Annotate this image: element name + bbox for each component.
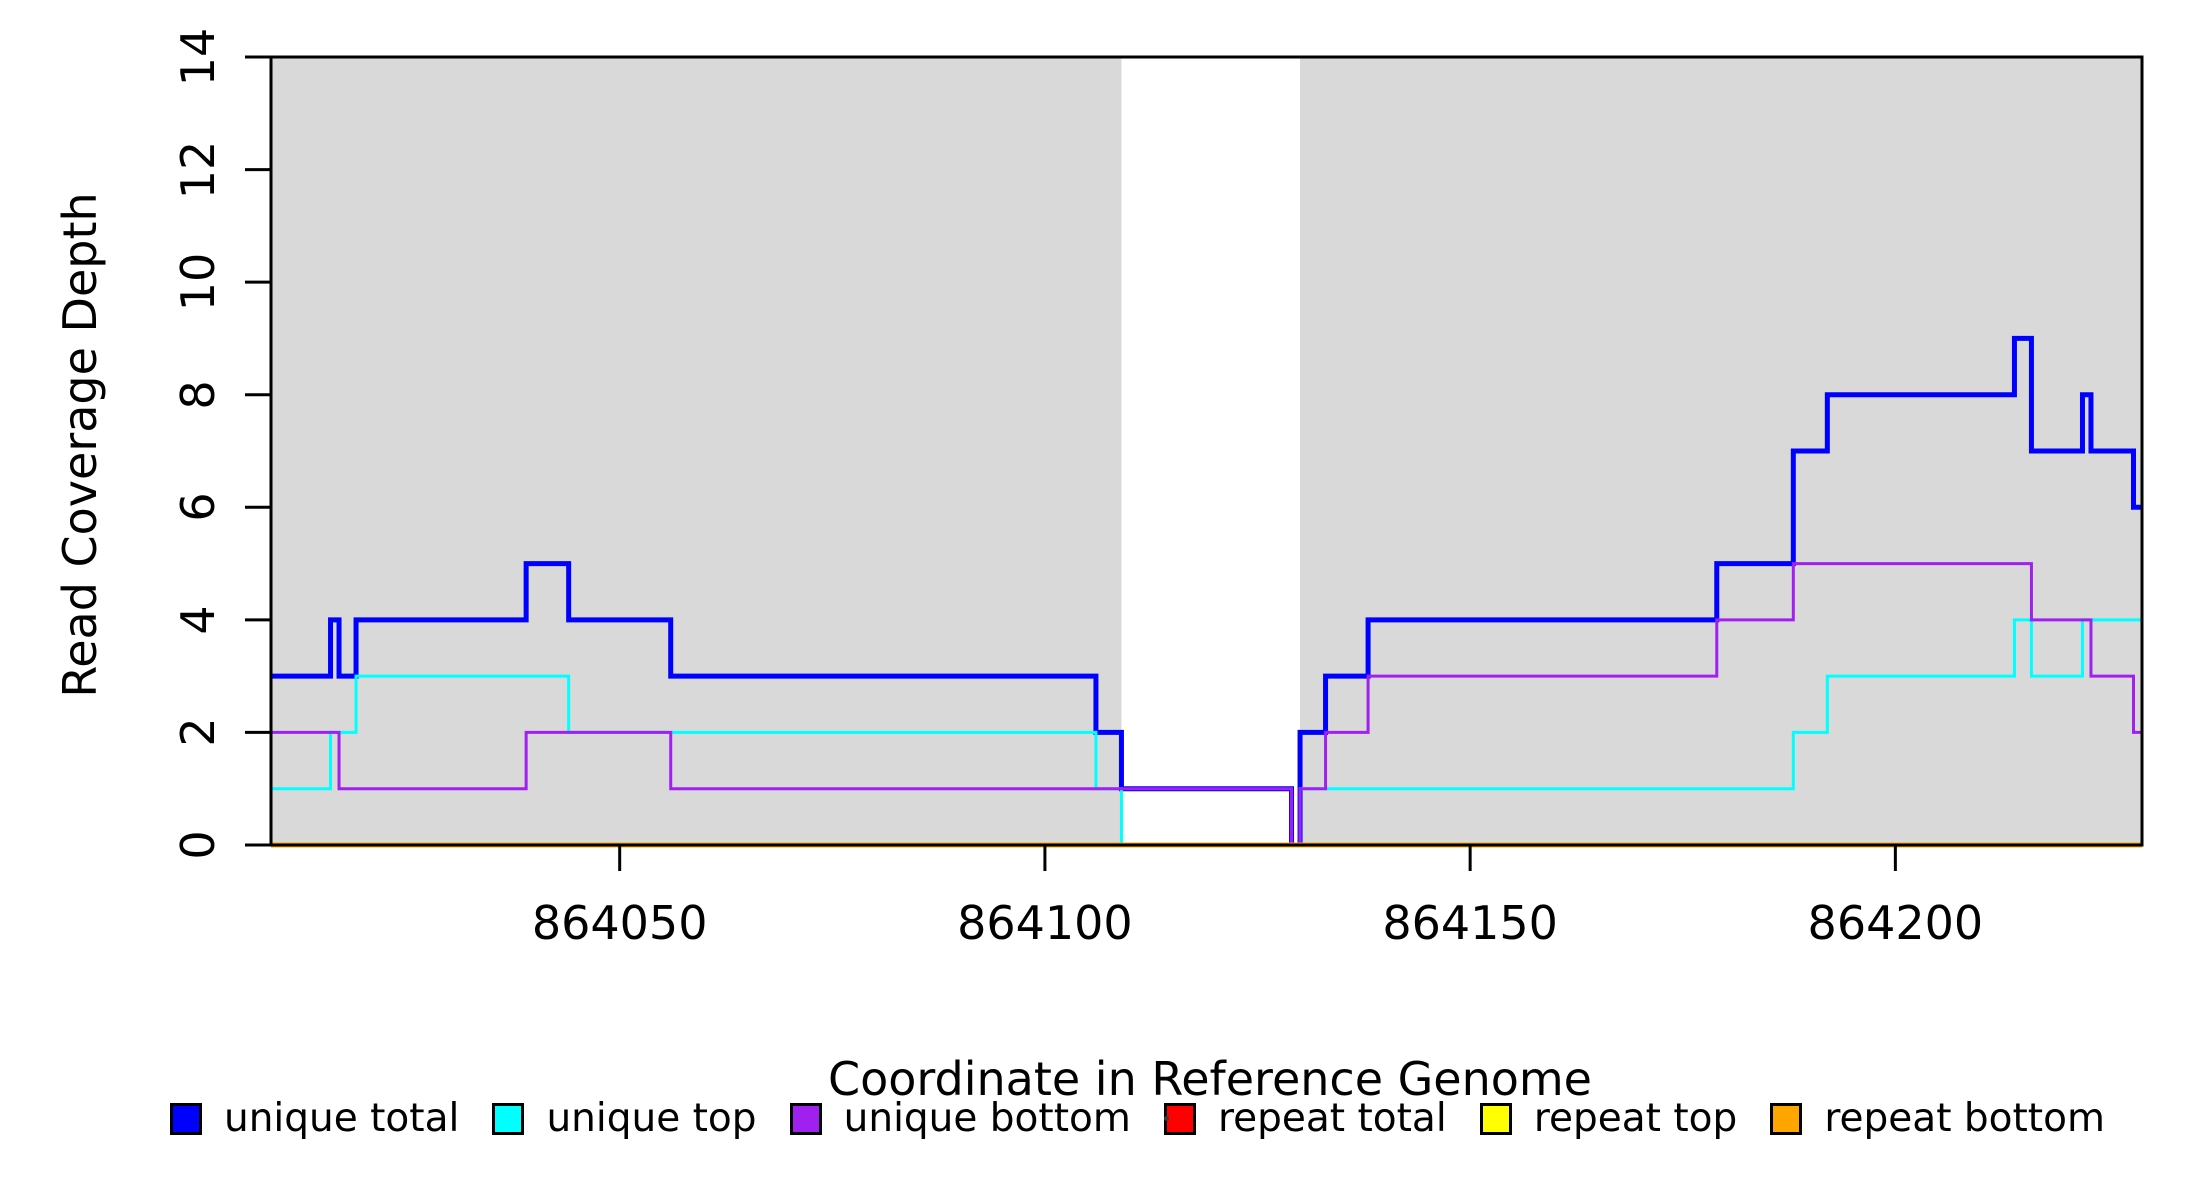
shaded-region-1 xyxy=(271,57,1122,845)
x-tick-label-864200: 864200 xyxy=(1807,896,1984,950)
y-tick-label-14: 14 xyxy=(171,27,225,87)
y-tick-label-12: 12 xyxy=(171,140,225,199)
series-line-unique-total xyxy=(271,335,2142,848)
unique-total-swatch-icon xyxy=(170,1102,202,1135)
repeat-top-swatch-icon xyxy=(1479,1102,1512,1135)
y-tick-label-4: 4 xyxy=(171,605,225,635)
stray-dot xyxy=(1164,1116,1169,1121)
x-tick-label-864150: 864150 xyxy=(1382,896,1558,950)
shaded-region-2 xyxy=(1300,57,2142,845)
legend-label-repeat-total: repeat total xyxy=(1217,1096,1447,1141)
x-tick-label-864100: 864100 xyxy=(957,896,1133,950)
y-tick-label-0: 0 xyxy=(171,830,225,860)
legend-label-unique-top: unique top xyxy=(546,1096,757,1141)
unique-bottom-swatch-icon xyxy=(789,1102,822,1135)
y-tick-label-10: 10 xyxy=(171,252,225,312)
legend-label-unique-total: unique total xyxy=(224,1096,460,1141)
unique-top-swatch-icon xyxy=(492,1102,525,1135)
x-axis-title: Coordinate in Reference Genome xyxy=(828,1052,1592,1106)
legend-item-unique-bottom: unique bottom xyxy=(789,1096,1131,1141)
legend-label-unique-bottom: unique bottom xyxy=(843,1096,1131,1141)
y-tick-label-6: 6 xyxy=(171,492,225,522)
legend-item-repeat-top: repeat top xyxy=(1479,1096,1738,1141)
x-tick-label-864050: 864050 xyxy=(531,896,708,950)
legend-item-repeat-total: repeat total xyxy=(1163,1096,1447,1141)
y-tick-label-8: 8 xyxy=(171,380,225,410)
plot-border xyxy=(269,55,2144,847)
y-tick-label-2: 2 xyxy=(171,717,225,748)
legend-item-repeat-bottom: repeat bottom xyxy=(1770,1096,2105,1141)
y-axis-title: Read Coverage Depth xyxy=(53,192,107,698)
repeat-bottom-swatch-icon xyxy=(1770,1102,1803,1135)
repeat-total-swatch-icon xyxy=(1163,1102,1196,1135)
legend-label-repeat-top: repeat top xyxy=(1533,1096,1738,1141)
legend-item-unique-top: unique top xyxy=(492,1096,757,1141)
legend-label-repeat-bottom: repeat bottom xyxy=(1824,1096,2105,1141)
series-line-unique-bottom xyxy=(271,562,2142,847)
legend: unique total unique top unique bottom repea… xyxy=(170,1096,2105,1141)
legend-item-unique-total: unique total xyxy=(170,1096,459,1141)
